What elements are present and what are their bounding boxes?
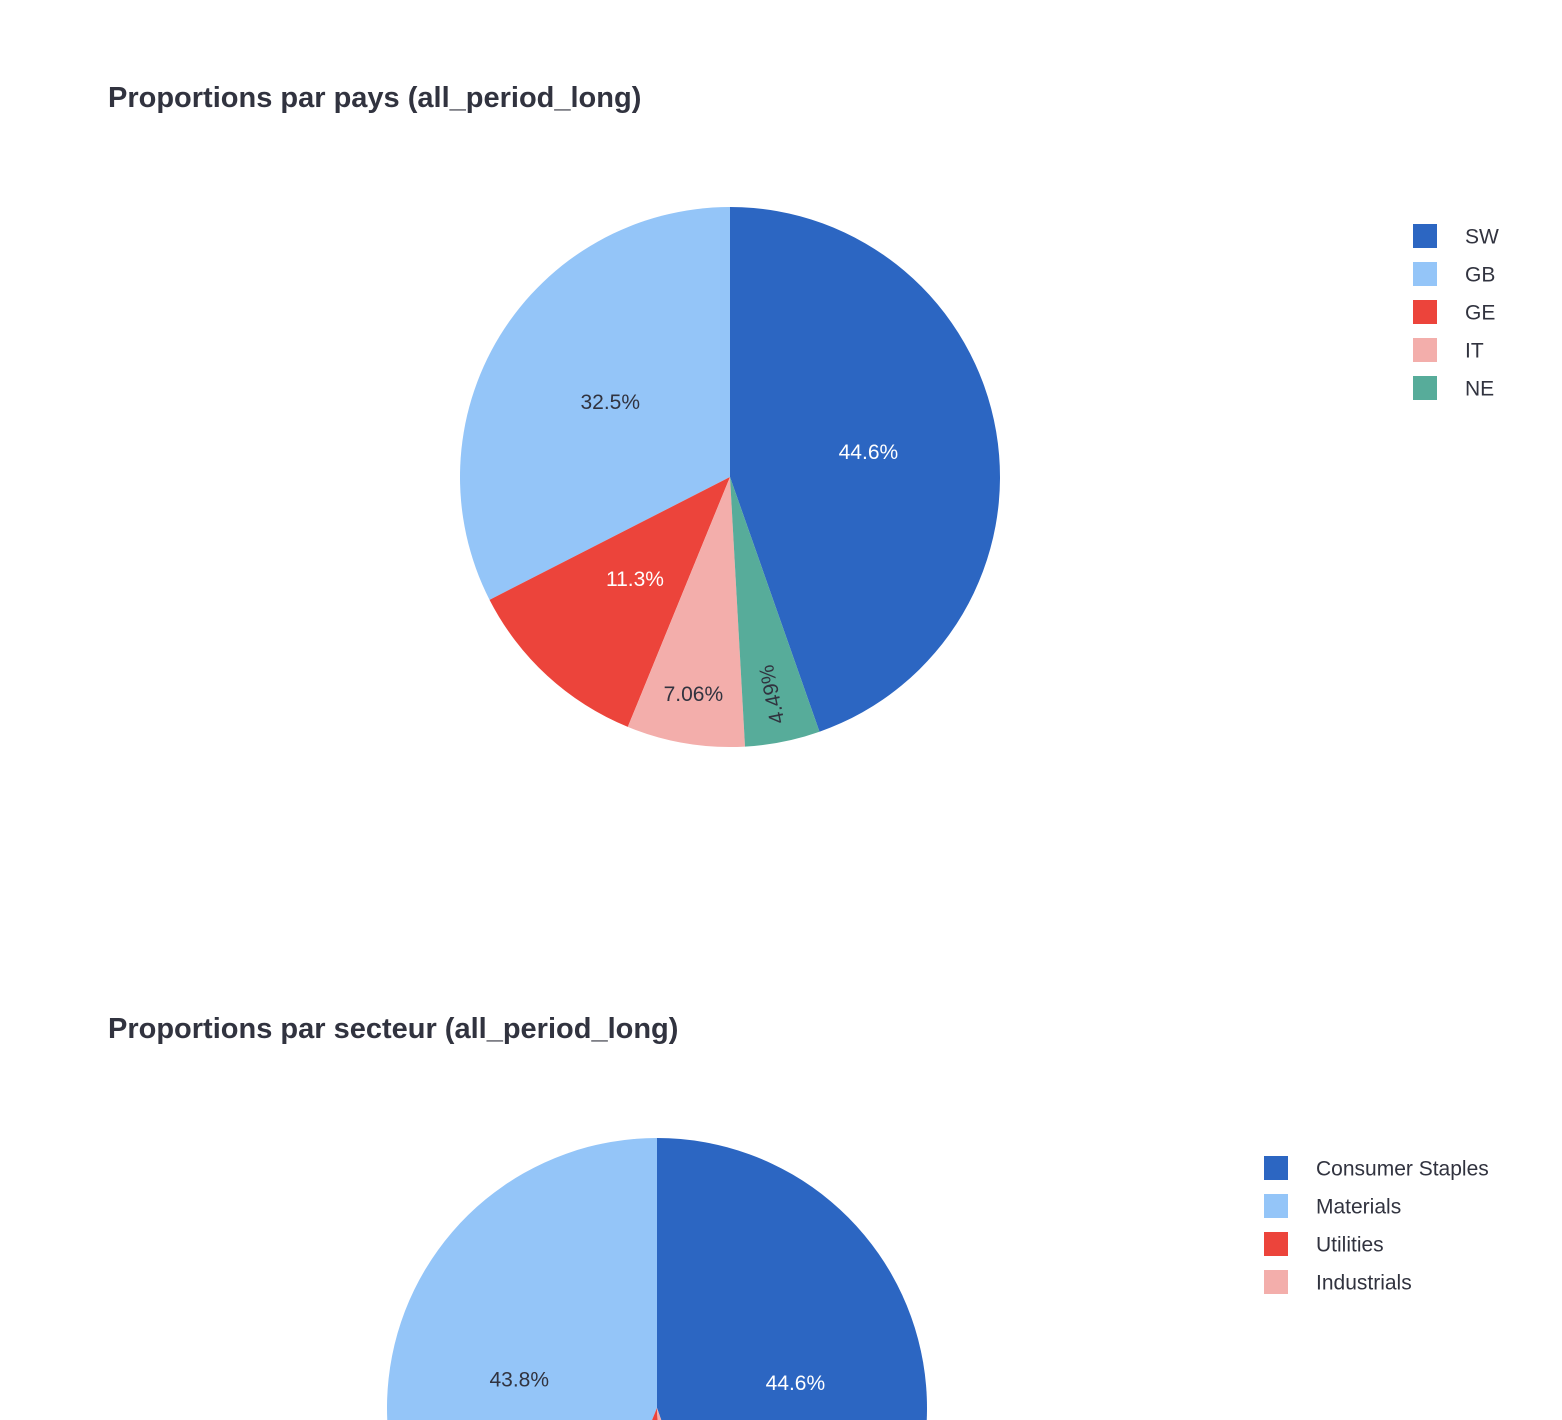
pie-slice [657, 1408, 662, 1420]
legend-label: SW [1465, 226, 1499, 249]
pie-slice [730, 477, 820, 747]
pie-slice [627, 477, 746, 747]
legend-swatch [1264, 1156, 1288, 1180]
legend-label: Consumer Staples [1316, 1158, 1489, 1181]
legend-swatch [1413, 224, 1437, 248]
legend-swatch [1264, 1270, 1288, 1294]
chart-title: Proportions par secteur (all_period_long… [108, 1013, 678, 1045]
legend-label: Materials [1316, 1196, 1401, 1219]
pie-slice [657, 1138, 927, 1420]
slice-label: 32.5% [580, 391, 640, 414]
legend-swatch [1413, 376, 1437, 400]
legend-label: GE [1465, 302, 1495, 325]
pie-slice [459, 207, 730, 600]
legend-swatch [1264, 1232, 1288, 1256]
legend-label: Utilities [1316, 1234, 1384, 1257]
slice-label: 43.8% [489, 1368, 549, 1391]
pie-slice [652, 1408, 658, 1420]
pie-slice [387, 1138, 657, 1420]
chart-title: Proportions par pays (all_period_long) [108, 82, 641, 114]
legend-swatch [1413, 338, 1437, 362]
legend-label: IT [1465, 340, 1484, 363]
pie-slice [489, 477, 730, 727]
legend-swatch [1413, 300, 1437, 324]
slice-label: 11.3% [606, 568, 664, 591]
legend-label: NE [1465, 378, 1494, 401]
legend-label: GB [1465, 264, 1495, 287]
slice-label: 7.06% [664, 683, 724, 706]
legend-label: Industrials [1316, 1272, 1412, 1295]
pie-slice [730, 207, 1000, 732]
legend-swatch [1264, 1194, 1288, 1218]
legend-swatch [1413, 262, 1437, 286]
slice-label: 44.6% [839, 441, 899, 464]
slice-label: 44.6% [766, 1372, 826, 1395]
